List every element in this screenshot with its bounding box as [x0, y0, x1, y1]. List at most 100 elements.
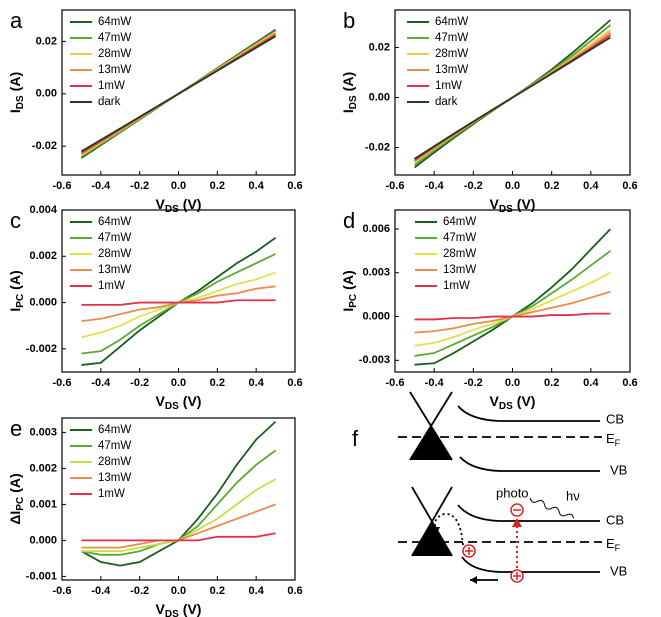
- x-tick-label: 0.2: [544, 180, 559, 192]
- panel-label: c: [10, 208, 21, 233]
- plot-frame: [394, 209, 631, 373]
- y-tick-label: 0.002: [29, 462, 57, 474]
- x-tick-label: -0.2: [464, 377, 483, 389]
- y-tick-label: -0.001: [26, 570, 57, 582]
- x-tick-label: 0.4: [249, 585, 265, 597]
- cb-band: [457, 405, 600, 422]
- cone-fill: [412, 521, 452, 556]
- legend-label: 1mW: [98, 80, 125, 92]
- x-axis-title-unit: (V): [517, 393, 536, 409]
- y-axis-title-sub: DS: [15, 95, 26, 109]
- x-axis-title-main: V: [490, 196, 500, 212]
- y-tick-label: 0.000: [29, 534, 57, 546]
- legend-label: 1mW: [443, 280, 470, 292]
- x-tick-label: -0.2: [464, 180, 483, 192]
- series-line: [81, 299, 276, 306]
- legend-label: 1mW: [98, 488, 125, 500]
- x-tick-label: 0.4: [583, 377, 599, 389]
- y-axis-title-sub: DS: [348, 95, 359, 109]
- x-tick-label: 0.2: [544, 377, 559, 389]
- y-axis-title: IDS (A): [7, 72, 26, 113]
- legend-label: 28mW: [443, 248, 476, 260]
- x-tick-label: -0.4: [91, 585, 111, 597]
- x-axis-title-main: V: [490, 393, 500, 409]
- legend-label: dark: [435, 96, 458, 108]
- x-axis-title-unit: (V): [183, 393, 202, 409]
- ef-label: EF: [606, 536, 621, 553]
- x-tick-label: -0.2: [130, 585, 149, 597]
- panel-label: f: [352, 426, 359, 451]
- x-axis-title-sub: DS: [499, 401, 513, 412]
- y-axis-title-main: I: [340, 109, 356, 113]
- y-tick-label: 0.000: [29, 296, 57, 308]
- x-tick-label: 0.6: [622, 377, 637, 389]
- x-tick-label: -0.6: [53, 585, 72, 597]
- legend-label: 13mW: [98, 472, 131, 484]
- y-tick-label: 0.001: [29, 498, 57, 510]
- x-tick-label: -0.4: [425, 377, 445, 389]
- y-tick-label: -0.003: [359, 354, 390, 366]
- legend-label: 1mW: [435, 80, 462, 92]
- y-tick-label: 0.02: [369, 41, 390, 53]
- series-line: [414, 290, 611, 334]
- y-tick-label: -0.02: [365, 141, 390, 153]
- x-tick-label: -0.4: [91, 180, 111, 192]
- vb-label: VB: [610, 563, 627, 578]
- cb-band: [457, 504, 600, 522]
- legend-label: 64mW: [98, 216, 131, 228]
- y-tick-label: -0.02: [32, 140, 57, 152]
- arrow-head: [470, 576, 477, 584]
- photo-label: photo: [496, 485, 529, 500]
- x-axis-title-main: V: [156, 601, 166, 617]
- x-axis-title: VDS (V): [490, 196, 536, 215]
- cone-fill: [410, 426, 452, 460]
- legend-label: 47mW: [98, 232, 131, 244]
- x-tick-label: -0.6: [386, 180, 405, 192]
- photon: [529, 497, 575, 519]
- y-axis-title-sub: PC: [15, 497, 26, 511]
- legend-label: 13mW: [443, 264, 476, 276]
- y-axis-title-sub: PC: [15, 294, 26, 308]
- arrow-head: [432, 527, 440, 535]
- x-tick-label: 0.4: [583, 180, 599, 192]
- y-axis-title-main: I: [340, 308, 356, 312]
- y-tick-label: -0.002: [26, 343, 57, 355]
- vb-band: [459, 456, 600, 472]
- arrow-head: [512, 518, 522, 527]
- x-tick-label: 0.6: [287, 377, 302, 389]
- x-axis-title-main: V: [156, 393, 166, 409]
- plot-frame: [61, 9, 296, 176]
- x-axis-title-main: V: [156, 196, 166, 212]
- band-diagram: f CB EF VB photo hν CB EF VB: [352, 391, 627, 584]
- y-tick-label: 0.02: [36, 35, 57, 47]
- legend-label: 47mW: [435, 32, 468, 44]
- y-tick-label: 0.004: [29, 204, 57, 216]
- y-axis-title: IPC (A): [7, 270, 26, 311]
- plus-sign: [513, 572, 521, 580]
- x-axis-title-sub: DS: [165, 609, 179, 617]
- x-tick-label: -0.6: [53, 180, 72, 192]
- legend-label: 64mW: [98, 16, 131, 28]
- y-tick-label: 0.00: [369, 91, 390, 103]
- y-axis-title-main: ΔI: [7, 511, 23, 525]
- y-axis-title-main: I: [7, 109, 23, 113]
- y-axis-title: ΔIPC (A): [7, 473, 26, 524]
- series-line: [81, 532, 276, 542]
- plus-sign: [465, 547, 473, 555]
- legend-label: 47mW: [443, 232, 476, 244]
- x-tick-label: -0.4: [91, 377, 111, 389]
- x-tick-label: 0.0: [171, 180, 186, 192]
- x-tick-label: -0.6: [386, 377, 405, 389]
- x-axis-title-unit: (V): [517, 196, 536, 212]
- y-axis-title: IPC (A): [340, 270, 359, 311]
- x-tick-label: -0.6: [53, 377, 72, 389]
- x-tick-label: 0.0: [171, 377, 186, 389]
- x-tick-label: 0.0: [505, 180, 520, 192]
- plot-frame: [61, 209, 296, 373]
- ef-main: E: [606, 431, 615, 446]
- x-axis-title-unit: (V): [183, 196, 202, 212]
- x-tick-label: -0.4: [425, 180, 445, 192]
- legend-label: 28mW: [98, 248, 131, 260]
